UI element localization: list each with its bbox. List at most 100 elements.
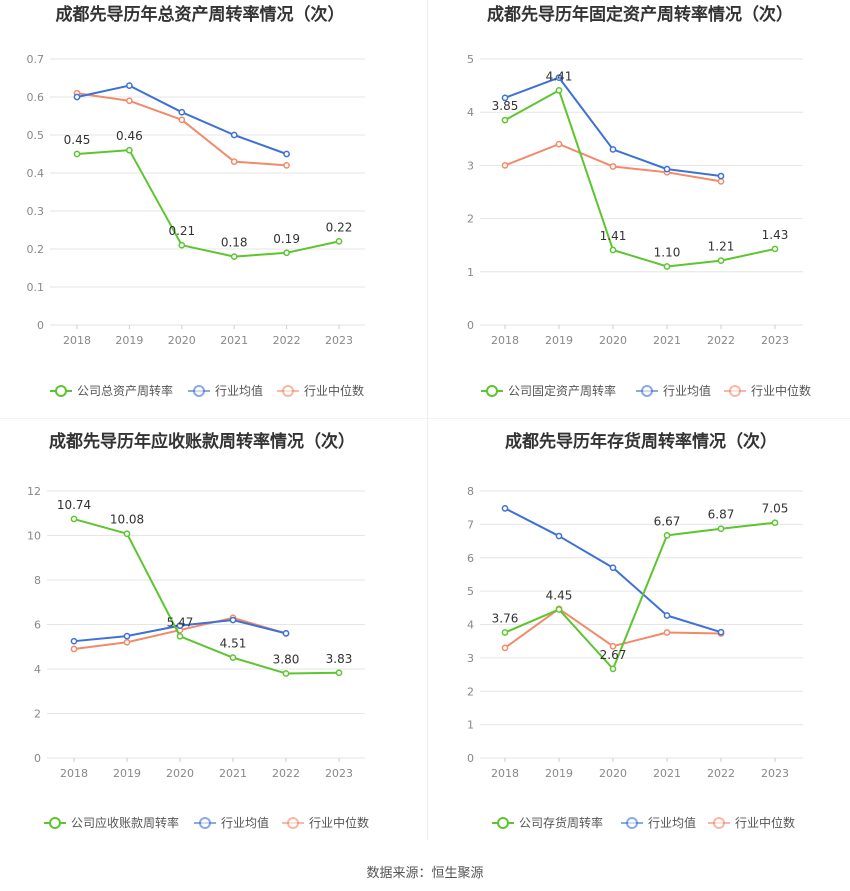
x-tick-label: 2021 xyxy=(219,767,247,780)
y-tick-label: 0 xyxy=(37,319,44,332)
y-tick-label: 7 xyxy=(467,518,474,531)
data-point xyxy=(663,263,671,270)
x-tick-label: 2019 xyxy=(113,767,141,780)
data-source-note: 数据来源：恒生聚源 xyxy=(366,866,484,881)
data-point xyxy=(555,606,563,613)
x-tick-label: 2022 xyxy=(707,767,735,780)
y-tick-label: 0 xyxy=(467,752,474,765)
data-point xyxy=(229,654,237,662)
data-point xyxy=(73,93,81,101)
x-tick-label: 2022 xyxy=(273,334,301,347)
x-tick-label: 2020 xyxy=(168,334,196,347)
data-label: 5.47 xyxy=(167,615,194,629)
legend-marker xyxy=(199,817,211,829)
data-label: 1.41 xyxy=(600,229,627,243)
legend-label: 行业均值 xyxy=(215,383,263,398)
y-tick-label: 3 xyxy=(467,652,474,665)
legend-marker xyxy=(626,817,638,829)
data-label: 3.83 xyxy=(326,652,353,666)
chart-title: 成都先导历年固定资产周转率情况（次） xyxy=(487,4,793,25)
data-point xyxy=(501,644,509,652)
data-point xyxy=(771,245,779,253)
chart-title: 成都先导历年存货周转率情况（次） xyxy=(505,431,777,452)
data-point xyxy=(123,632,131,640)
y-tick-label: 0.3 xyxy=(27,205,45,218)
y-tick-label: 0.4 xyxy=(27,167,45,180)
data-point xyxy=(123,638,131,646)
chart-inventory-turnover: 成都先导历年存货周转率情况（次） 0 1 2 3 4 5 6 7 8 2018 2019 2020 202… xyxy=(467,431,803,830)
y-tick-label: 2 xyxy=(467,685,474,698)
x-tick-label: 2018 xyxy=(63,334,91,347)
data-point xyxy=(717,172,725,180)
legend-marker xyxy=(287,817,299,829)
x-tick-label: 2020 xyxy=(599,767,627,780)
legend-marker xyxy=(193,385,205,397)
x-tick-label: 2021 xyxy=(653,334,681,347)
y-tick-label: 2 xyxy=(467,213,474,226)
y-tick-label: 0.6 xyxy=(27,91,45,104)
data-point xyxy=(609,246,617,254)
data-point xyxy=(178,241,186,249)
data-point xyxy=(501,116,509,124)
x-tick-label: 2020 xyxy=(166,767,194,780)
x-tick-label: 2023 xyxy=(325,334,353,347)
data-point xyxy=(126,82,133,89)
y-tick-label: 1 xyxy=(467,266,474,279)
x-tick-label: 2022 xyxy=(707,334,735,347)
data-point xyxy=(501,505,509,512)
data-label: 7.05 xyxy=(762,502,789,516)
data-point xyxy=(609,146,617,153)
data-point xyxy=(717,628,725,636)
y-tick-label: 10 xyxy=(27,530,41,543)
data-label: 1.43 xyxy=(762,228,789,242)
data-label: 6.67 xyxy=(654,514,681,528)
data-point xyxy=(73,150,81,158)
y-tick-label: 0 xyxy=(467,319,474,332)
series-line-1 xyxy=(504,76,722,178)
data-label: 4.45 xyxy=(546,588,573,602)
data-point xyxy=(555,532,563,540)
data-point xyxy=(717,178,725,185)
data-point xyxy=(283,249,290,257)
legend-label: 行业中位数 xyxy=(309,815,369,830)
data-point xyxy=(229,616,237,624)
y-tick-label: 6 xyxy=(34,619,41,632)
data-point xyxy=(282,630,290,637)
y-tick-label: 5 xyxy=(467,53,474,66)
data-point xyxy=(501,629,509,636)
y-tick-label: 8 xyxy=(34,574,41,587)
data-point xyxy=(176,622,184,629)
x-tick-label: 2023 xyxy=(761,767,789,780)
chart-fixed-asset-turnover: 成都先导历年固定资产周转率情况（次） 0 1 2 3 4 5 2018 2019 2020 2021… xyxy=(467,4,811,398)
data-label: 10.74 xyxy=(57,498,91,512)
data-label: 3.76 xyxy=(492,612,519,626)
data-label: 4.41 xyxy=(546,69,573,83)
data-point xyxy=(282,670,290,677)
x-tick-label: 2018 xyxy=(491,767,519,780)
data-label: 0.18 xyxy=(221,236,248,250)
legend-label: 行业中位数 xyxy=(735,815,795,830)
legend-label: 公司存货周转率 xyxy=(519,815,603,830)
y-tick-label: 0.7 xyxy=(27,53,45,66)
data-point xyxy=(283,162,290,169)
x-tick-label: 2021 xyxy=(653,767,681,780)
data-point xyxy=(555,74,563,81)
data-point xyxy=(70,645,78,653)
data-point xyxy=(501,94,509,102)
horizontal-divider xyxy=(0,418,850,419)
legend-label: 公司固定资产周转率 xyxy=(508,383,616,398)
data-point xyxy=(178,116,186,124)
data-point xyxy=(70,637,78,645)
legend-label: 行业均值 xyxy=(221,815,269,830)
y-tick-label: 0.2 xyxy=(27,243,45,256)
data-label: 0.46 xyxy=(116,129,143,143)
data-label: 10.08 xyxy=(110,513,144,527)
series-line-0 xyxy=(504,89,776,268)
data-point xyxy=(609,665,617,673)
data-label: 1.21 xyxy=(708,240,735,254)
data-point xyxy=(609,642,617,650)
y-tick-label: 0.1 xyxy=(27,281,45,294)
y-tick-label: 0 xyxy=(34,752,41,765)
legend-marker xyxy=(55,385,67,397)
data-label: 0.45 xyxy=(64,133,91,147)
